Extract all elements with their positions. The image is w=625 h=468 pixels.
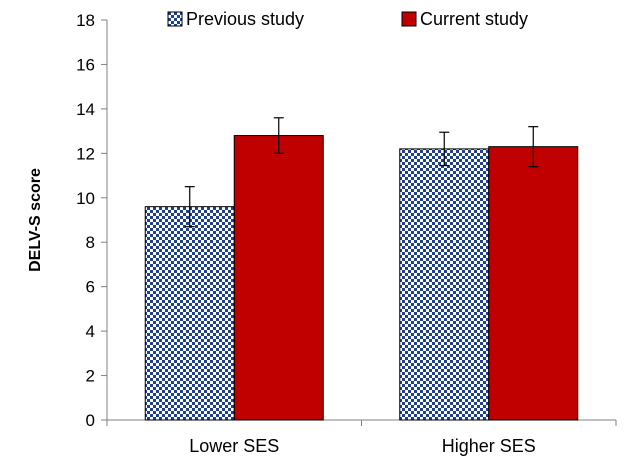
y-tick-label: 18 [76, 11, 95, 30]
legend-item-current: Current study [401, 9, 528, 29]
y-tick-label: 16 [76, 55, 95, 74]
legend-label-current: Current study [420, 9, 528, 29]
bar-previous-0 [144, 206, 235, 421]
legend-item-previous: Previous study [167, 9, 304, 29]
y-tick-label: 12 [76, 144, 95, 163]
error-bars [184, 117, 539, 228]
y-tick-label: 0 [86, 411, 95, 430]
y-axis-ticks: 0 2 4 6 8 10 12 14 16 18 [76, 11, 107, 430]
bar-current-0 [233, 135, 324, 421]
legend: Previous study Current study [167, 9, 528, 29]
x-category-label: Lower SES [189, 436, 279, 456]
legend-label-previous: Previous study [186, 9, 304, 29]
y-tick-label: 10 [76, 189, 95, 208]
x-axis-categories: Lower SES Higher SES [189, 436, 536, 456]
bar-previous-1 [399, 148, 490, 421]
y-tick-label: 14 [76, 100, 95, 119]
y-tick-label: 8 [86, 233, 95, 252]
bars [144, 135, 579, 421]
bar-current-1 [488, 146, 579, 421]
y-tick-label: 2 [86, 367, 95, 386]
x-category-label: Higher SES [442, 436, 536, 456]
y-tick-label: 4 [86, 322, 95, 341]
legend-swatch-current [401, 11, 417, 27]
y-axis-label: DELV-S score [27, 168, 44, 272]
y-tick-label: 6 [86, 278, 95, 297]
legend-swatch-previous [167, 11, 183, 27]
